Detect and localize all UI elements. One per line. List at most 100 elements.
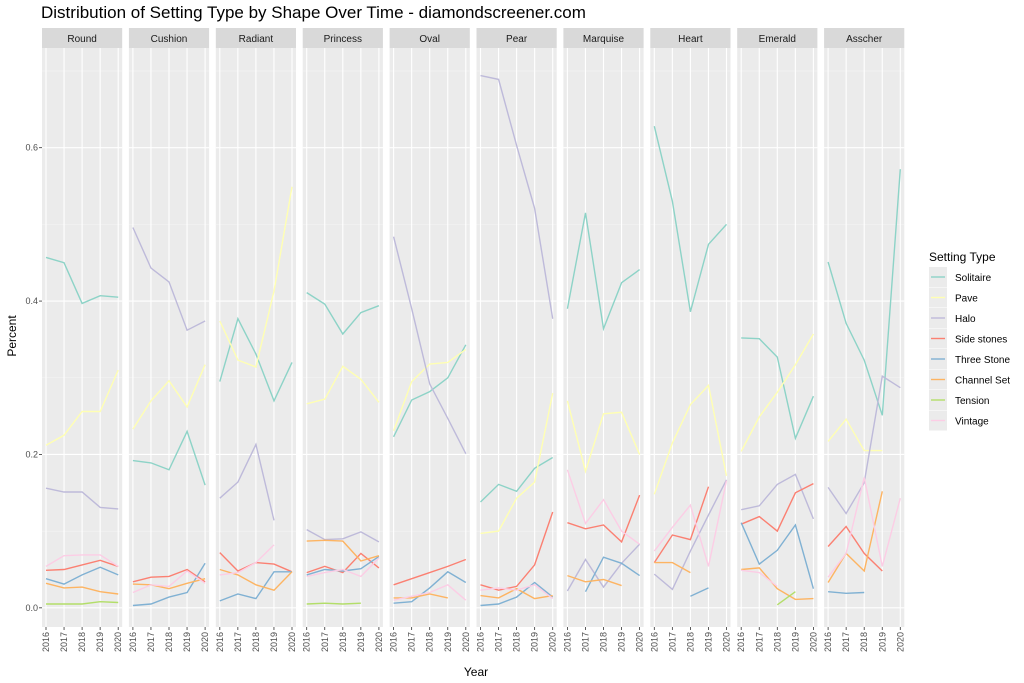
- series-line-channel-set: [306, 539, 380, 562]
- y-tick-label: 0.4: [25, 296, 38, 306]
- series-line-vintage: [480, 584, 554, 600]
- series-line-channel-set: [654, 561, 691, 574]
- strip-background: [302, 28, 383, 48]
- x-tick-label: 2017: [667, 632, 677, 652]
- x-tick-label: 2018: [338, 632, 348, 652]
- x-tick-label: 2019: [790, 632, 800, 652]
- series-line-side-stones: [132, 568, 206, 583]
- x-tick-label: 2020: [113, 632, 123, 652]
- series-line-vintage: [393, 583, 467, 601]
- x-tick-label: 2017: [841, 632, 851, 652]
- series-line-tension: [46, 600, 119, 605]
- x-tick-label: 2016: [649, 632, 659, 652]
- panel-marquise: Marquise 2016 2017 2018 2019 2020: [562, 28, 645, 652]
- x-tick-label: 2017: [407, 632, 417, 652]
- series-line-side-stones: [306, 552, 380, 574]
- legend-label: Channel Set: [955, 376, 1010, 387]
- series-line-solitaire: [306, 292, 380, 336]
- series-line-halo: [827, 375, 901, 515]
- x-tick-label: 2019: [95, 632, 105, 652]
- series-line-halo: [392, 236, 467, 455]
- series-line-halo: [45, 487, 119, 510]
- x-tick-label: 2020: [895, 632, 905, 652]
- series-line-vintage: [132, 570, 206, 594]
- strip-background: [824, 28, 905, 48]
- x-tick-label: 2020: [287, 632, 297, 652]
- strip-label: Asscher: [846, 34, 883, 45]
- series-line-side-stones: [45, 559, 119, 571]
- series-line-solitaire: [566, 212, 641, 332]
- legend-label: Vintage: [955, 417, 989, 428]
- strip-background: [476, 28, 557, 48]
- series-line-pave: [740, 333, 815, 452]
- series-line-side-stones: [567, 494, 641, 544]
- series-line-channel-set: [480, 587, 553, 600]
- panel-asscher: Asscher 2016 2017 2018 2019 2020: [823, 28, 905, 652]
- series-line-three-stone: [132, 562, 206, 607]
- x-tick-label: 2017: [754, 632, 764, 652]
- strip-label: Oval: [419, 34, 440, 45]
- x-tick-label: 2017: [146, 632, 156, 652]
- legend-title: Setting Type: [929, 250, 996, 264]
- series-line-channel-set: [132, 578, 206, 590]
- panel-radiant: Radiant 2016 2017 2018 2019 2020: [215, 28, 297, 652]
- series-line-three-stone: [219, 571, 292, 602]
- x-tick-label: 2017: [59, 632, 69, 652]
- strip-background: [215, 28, 296, 48]
- panel-round: Round 2016 2017 2018 2019 2020: [41, 28, 123, 652]
- series-line-vintage: [653, 480, 728, 567]
- strip-label: Heart: [678, 34, 703, 45]
- panel-heart: Heart 2016 2017 2018 2019 2020: [649, 28, 732, 652]
- strip-label: Marquise: [583, 34, 625, 45]
- x-tick-label: 2020: [635, 632, 645, 652]
- series-line-pave: [392, 348, 467, 431]
- x-tick-label: 2020: [808, 632, 818, 652]
- legend-label: Solitaire: [955, 273, 992, 284]
- legend-label: Halo: [955, 314, 976, 325]
- x-tick-label: 2018: [77, 632, 87, 652]
- series-line-solitaire: [392, 344, 467, 438]
- series-line-side-stones: [740, 482, 814, 533]
- strip-background: [563, 28, 644, 48]
- x-tick-label: 2019: [617, 632, 627, 652]
- x-tick-label: 2018: [164, 632, 174, 652]
- x-tick-label: 2019: [703, 632, 713, 652]
- x-tick-label: 2017: [494, 632, 504, 652]
- x-tick-label: 2016: [128, 632, 138, 652]
- series-line-vintage: [741, 569, 778, 587]
- x-tick-label: 2018: [425, 632, 435, 652]
- y-tick-label: 0.0: [25, 603, 38, 613]
- series-line-channel-set: [45, 582, 119, 595]
- y-tick-label: 0.6: [25, 143, 38, 153]
- x-tick-label: 2019: [356, 632, 366, 652]
- series-line-channel-set: [741, 567, 814, 601]
- x-tick-label: 2018: [599, 632, 609, 652]
- strip-label: Princess: [324, 34, 362, 45]
- legend-label: Three Stone: [955, 355, 1010, 366]
- series-line-halo: [219, 442, 275, 521]
- strip-background: [42, 28, 123, 48]
- series-line-pave: [306, 365, 380, 405]
- series-line-three-stone: [306, 555, 380, 576]
- series-line-channel-set: [567, 574, 622, 587]
- x-tick-label: 2016: [302, 632, 312, 652]
- y-tick-label: 0.2: [25, 449, 38, 459]
- strip-label: Cushion: [151, 34, 188, 45]
- series-line-vintage: [219, 544, 275, 576]
- panel-princess: Princess 2016 2017 2018 2019 2020: [302, 28, 384, 652]
- x-tick-label: 2018: [685, 632, 695, 652]
- series-line-three-stone: [45, 566, 119, 585]
- strip-label: Radiant: [239, 34, 274, 45]
- x-tick-label: 2016: [41, 632, 51, 652]
- x-tick-label: 2020: [374, 632, 384, 652]
- x-tick-label: 2019: [877, 632, 887, 652]
- series-line-channel-set: [827, 491, 883, 583]
- series-line-vintage: [306, 557, 380, 578]
- strip-label: Round: [67, 34, 96, 45]
- x-tick-label: 2020: [722, 632, 732, 652]
- series-line-pave: [827, 417, 883, 452]
- series-line-solitaire: [45, 256, 119, 305]
- x-tick-label: 2018: [859, 632, 869, 652]
- series-line-pave: [566, 400, 641, 474]
